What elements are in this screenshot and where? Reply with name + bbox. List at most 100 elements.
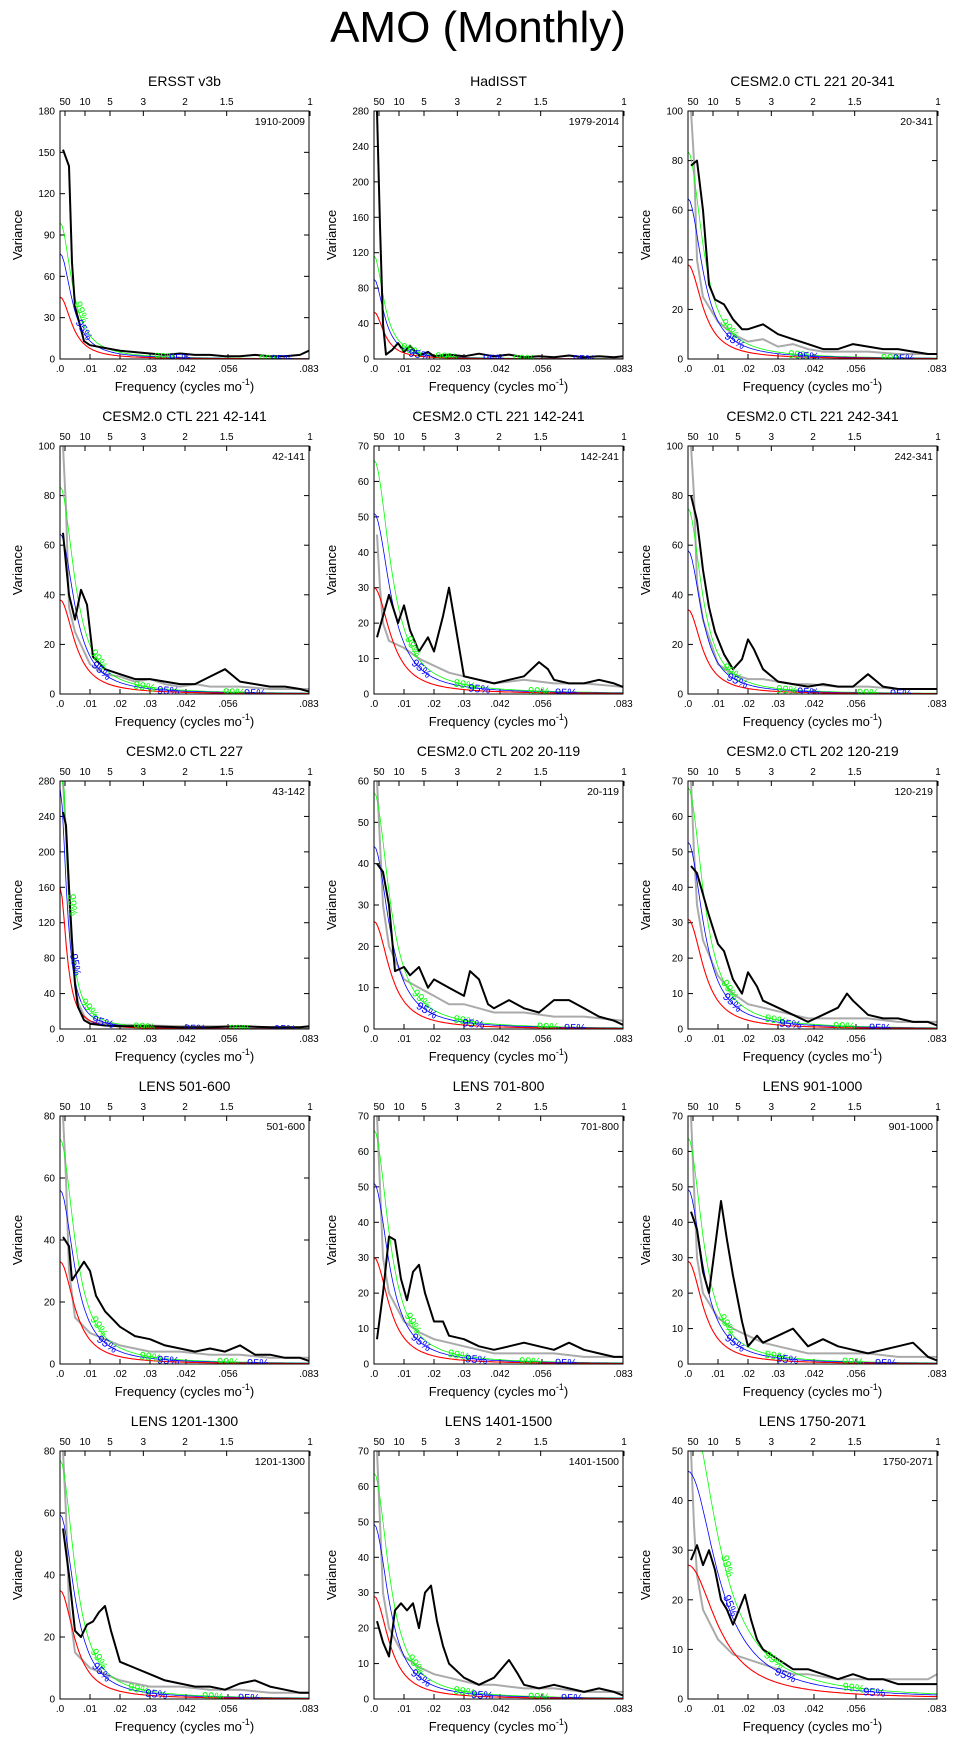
red-noise-line xyxy=(60,296,309,359)
x-tick-label: .01 xyxy=(83,699,97,710)
x-tick-label: .056 xyxy=(532,1034,552,1045)
plot-frame xyxy=(373,1450,624,1700)
y-tick-label: 20 xyxy=(44,1298,56,1309)
y-tick-label: 10 xyxy=(358,983,370,994)
x-tick-label: .02 xyxy=(113,1369,127,1380)
y-tick-label: 60 xyxy=(358,1482,370,1493)
plot-frame xyxy=(59,780,310,1030)
x-axis-label-close: ) xyxy=(250,379,254,394)
spectrum-line xyxy=(62,1236,309,1362)
x-tick-label: .0 xyxy=(684,1704,693,1715)
x-axis-label: Frequency (cycles mo-1) xyxy=(429,1047,569,1064)
y-tick-label: 0 xyxy=(49,1695,55,1706)
period-tick-label: 50 xyxy=(687,1102,699,1113)
x-tick-label: .02 xyxy=(741,1704,755,1715)
ci95-line xyxy=(688,1470,937,1696)
y-tick-label: 0 xyxy=(49,1025,55,1036)
y-tick-label: 40 xyxy=(44,989,56,1000)
y-axis-label: Variance xyxy=(10,1215,25,1265)
ci99-label: 99% xyxy=(217,1357,240,1370)
period-tick-label: 50 xyxy=(373,1102,385,1113)
x-tick-label: .03 xyxy=(143,699,157,710)
y-tick-label: 60 xyxy=(44,541,56,552)
x-axis-label-sup: -1 xyxy=(242,1047,250,1057)
x-tick-label: .0 xyxy=(56,1034,65,1045)
period-tick-label: 1.5 xyxy=(534,97,548,108)
y-tick-label: 100 xyxy=(666,107,683,118)
period-tick-label: 3 xyxy=(455,767,461,778)
panel-title: CESM2.0 CTL 221 142-241 xyxy=(412,408,584,424)
x-axis-label-close: ) xyxy=(250,1049,254,1064)
y-tick-label: 80 xyxy=(672,156,684,167)
x-tick-label: .0 xyxy=(370,1704,379,1715)
ci95-label: 95% xyxy=(561,1693,583,1705)
period-tick-label: 3 xyxy=(455,1102,461,1113)
spectrum-panel: LENS 901-1000 901-1000 0 10 20 30 40 50 60 70 .0 .0… xyxy=(638,1078,947,1399)
period-tick-label: 1.5 xyxy=(534,767,548,778)
y-tick-label: 50 xyxy=(358,818,370,829)
period-tick-label: 1 xyxy=(935,1102,941,1113)
panel-title: CESM2.0 CTL 221 42-141 xyxy=(102,408,267,424)
y-tick-label: 0 xyxy=(49,690,55,701)
y-axis-label: Variance xyxy=(10,880,25,930)
x-axis-label-close: ) xyxy=(878,379,882,394)
x-tick-label: .02 xyxy=(113,1034,127,1045)
y-tick-label: 70 xyxy=(358,1447,370,1458)
plot-frame xyxy=(687,1450,938,1700)
ci95-label: 95% xyxy=(73,318,95,343)
x-tick-label: .03 xyxy=(143,1034,157,1045)
period-tick-label: 3 xyxy=(455,432,461,443)
x-tick-label: .0 xyxy=(370,699,379,710)
y-tick-label: 280 xyxy=(352,107,369,118)
x-axis-label-main: Frequency (cycles mo xyxy=(115,1384,242,1399)
y-tick-label: 40 xyxy=(358,548,370,559)
x-axis-label-close: ) xyxy=(564,379,568,394)
x-axis-label-main: Frequency (cycles mo xyxy=(743,1049,870,1064)
ci95-line xyxy=(374,513,623,694)
plot-frame xyxy=(59,1450,310,1700)
period-tick-label: 5 xyxy=(107,767,113,778)
x-axis-label: Frequency (cycles mo-1) xyxy=(115,1717,255,1734)
x-axis-label-sup: -1 xyxy=(556,1717,564,1727)
y-tick-label: 20 xyxy=(44,640,56,651)
red-noise-line xyxy=(60,599,309,694)
period-tick-label: 1 xyxy=(307,432,313,443)
x-tick-label: .03 xyxy=(457,1034,471,1045)
spectrum-line xyxy=(690,1200,937,1362)
x-axis-label-close: ) xyxy=(564,714,568,729)
y-tick-label: 50 xyxy=(358,1517,370,1528)
ci95-label: 95% xyxy=(893,353,915,365)
period-label: 1979-2014 xyxy=(569,116,619,128)
period-tick-label: 3 xyxy=(141,1102,147,1113)
y-tick-label: 10 xyxy=(672,989,684,1000)
y-tick-label: 20 xyxy=(44,1633,56,1644)
ci99-label: 99% xyxy=(881,352,903,364)
period-tick-label: 50 xyxy=(687,97,699,108)
period-label: 1201-1300 xyxy=(255,1456,305,1468)
period-label: 42-141 xyxy=(272,451,305,463)
period-tick-label: 2 xyxy=(182,97,188,108)
x-tick-label: .03 xyxy=(143,1369,157,1380)
period-tick-label: 3 xyxy=(769,432,775,443)
period-tick-label: 2 xyxy=(810,767,816,778)
period-tick-label: 50 xyxy=(373,432,385,443)
y-tick-label: 20 xyxy=(672,1595,684,1606)
ci95-label: 95% xyxy=(462,1017,485,1031)
x-axis-label-close: ) xyxy=(878,714,882,729)
y-tick-label: 70 xyxy=(672,777,684,788)
y-tick-label: 20 xyxy=(672,305,684,316)
y-tick-label: 40 xyxy=(672,1496,684,1507)
x-tick-label: .042 xyxy=(176,1034,196,1045)
x-axis-label-main: Frequency (cycles mo xyxy=(429,1049,556,1064)
x-tick-label: .083 xyxy=(927,1704,947,1715)
x-tick-label: .0 xyxy=(56,1704,65,1715)
spectrum-panel: HadISST 1979-2014 0 40 80 120 160 200 240 280 .0 .0… xyxy=(324,73,633,394)
ci95-label: 95% xyxy=(465,1353,488,1367)
ci99-label: 99% xyxy=(764,1349,788,1365)
period-tick-label: 1.5 xyxy=(220,97,234,108)
period-tick-label: 1 xyxy=(621,767,627,778)
x-tick-label: .03 xyxy=(457,364,471,375)
x-tick-label: .083 xyxy=(613,364,633,375)
x-tick-label: .0 xyxy=(56,1369,65,1380)
